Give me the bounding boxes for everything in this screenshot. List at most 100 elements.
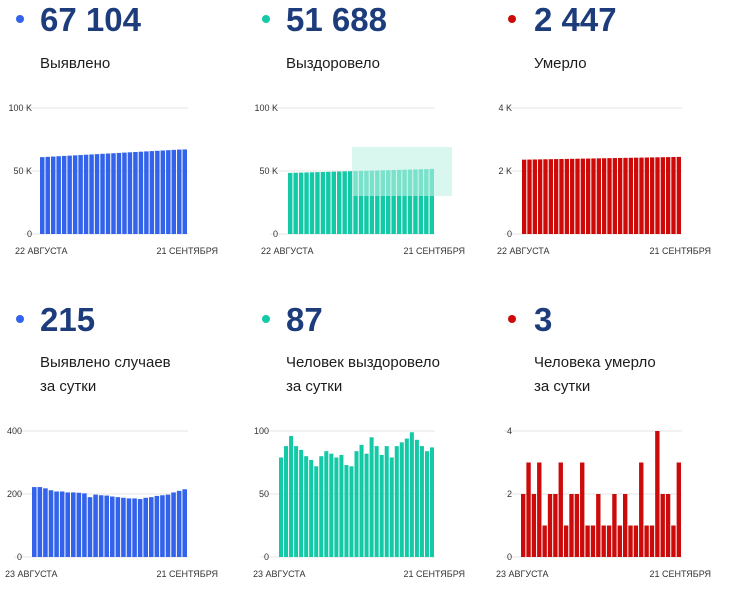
bar [121,497,126,557]
bar [331,171,336,234]
bar [166,150,171,234]
total-value: 67 104 [40,1,141,38]
bar [299,449,304,557]
bar [547,494,553,557]
bar [660,157,665,234]
y-tick-label: 2 K [498,166,512,176]
x-tick-label: 21 СЕНТЯБРЯ [156,246,218,256]
y-tick-label: 50 [259,489,269,499]
bar [171,149,177,234]
bar [414,439,419,557]
bar [558,462,563,557]
bar [564,158,569,234]
bar [342,171,347,234]
bar [176,490,182,557]
bar [133,152,138,234]
chart-daily-recovered: 100 50 0 23 АВГУСТА 21 СЕНТЯБРЯ [253,426,465,579]
bar [32,487,37,557]
bar [104,495,109,557]
bullet-icon [16,15,24,23]
bar [45,156,50,234]
bar [676,156,681,234]
bar [554,159,559,234]
bar [126,498,132,557]
x-tick-label: 22 АВГУСТА [15,246,68,256]
bar [612,494,617,557]
bar [394,446,399,557]
y-tick-label: 2 [507,489,512,499]
bar [279,457,284,557]
bar [304,172,309,234]
bar [671,525,676,557]
bar [177,149,182,234]
bar [72,155,78,234]
bar [384,446,389,557]
bar [94,154,100,234]
bar [298,172,304,234]
bar [61,155,67,234]
panel-recovered: 51 688 Выздоровело 100 K 50 K 0 22 АВГУСТА 2… [246,0,486,290]
bar [418,169,424,234]
bar [665,494,671,557]
y-tick-label: 50 K [259,166,278,176]
bar [143,497,148,557]
bar [676,462,681,557]
bar [105,153,111,234]
bar [649,525,655,557]
bar [389,457,394,557]
y-tick-label: 0 [507,229,512,239]
bar [522,159,527,234]
bar [364,453,369,557]
bar [585,525,590,557]
bar [580,462,585,557]
bar [606,525,612,557]
caption-line-1: Выявлено случаев [40,354,171,371]
bar [543,159,548,234]
chart-recovered: 100 K 50 K 0 22 АВГУСТА 21 СЕНТЯБРЯ [254,103,465,256]
daily-value: 3 [534,301,553,338]
bullet-icon [508,15,516,23]
bar [527,159,532,234]
bar [171,492,176,557]
bar [182,489,187,557]
bar [324,451,329,557]
bar [399,442,404,557]
panel-detected: 67 104 Выявлено 100 K 50 K 0 22 АВГУСТА 21 С… [0,0,240,290]
bar [633,525,639,557]
bar [542,525,547,557]
bar [71,492,76,557]
bar [59,491,65,557]
bar [409,432,414,557]
bar [531,494,537,557]
x-tick-label: 23 АВГУСТА [496,569,549,579]
total-value: 51 688 [286,1,387,38]
bar [369,437,374,557]
bar [628,157,633,234]
bar [622,494,628,557]
bar [602,158,607,234]
bar [429,447,434,557]
bar [537,462,542,557]
bar [586,158,591,234]
bullet-icon [262,315,270,323]
daily-value: 215 [40,301,96,338]
bar [639,157,644,234]
x-tick-label: 23 АВГУСТА [5,569,58,579]
y-tick-label: 100 [254,426,269,436]
chart-deaths: 4 K 2 K 0 22 АВГУСТА 21 СЕНТЯБРЯ [497,103,711,256]
bar [364,170,369,234]
bar [666,157,671,234]
total-value: 2 447 [534,1,617,38]
bar [43,488,48,557]
bar [144,151,149,234]
bar [628,525,633,557]
bar [407,169,413,234]
bar [618,157,623,234]
y-tick-label: 100 K [254,103,278,113]
caption-line-1: Человека умерло [534,354,656,371]
bar [644,157,649,234]
bar [375,170,380,234]
bar [413,169,418,234]
caption-line-2: за сутки [534,378,591,395]
bar [67,155,72,234]
